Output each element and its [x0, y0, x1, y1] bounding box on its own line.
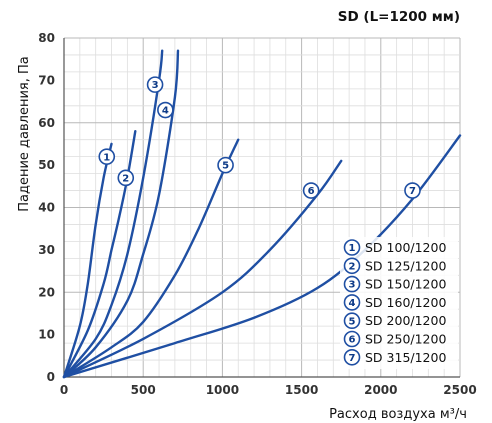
series-marker-3: 3	[146, 76, 164, 93]
legend-entry-label: SD 315/1200	[365, 350, 446, 365]
x-tick-label: 1000	[206, 383, 239, 397]
legend-marker: 7	[343, 348, 361, 366]
legend-entry-label: SD 100/1200	[365, 240, 446, 255]
y-tick-label: 20	[38, 285, 55, 299]
series-marker-circle	[217, 156, 234, 174]
series-marker-circle	[343, 257, 361, 275]
series-marker-label: 3	[349, 280, 356, 291]
y-tick-label: 50	[38, 158, 55, 172]
series-marker-1: 1	[98, 148, 116, 165]
y-tick-label: 70	[38, 73, 55, 87]
series-marker-circle	[343, 348, 361, 366]
legend-entry-label: SD 250/1200	[365, 332, 446, 347]
legend-marker: 5	[343, 312, 361, 330]
series-marker-circle	[343, 312, 361, 330]
series-marker-label: 5	[349, 316, 356, 327]
legend-entry-label: SD 160/1200	[365, 295, 446, 310]
series-marker-7: 7	[404, 182, 421, 199]
legend-marker: 4	[343, 294, 361, 311]
x-axis-label: Расход воздуха м³/ч	[329, 407, 467, 422]
series-marker-circle	[404, 182, 421, 199]
legend-marker: 2	[343, 257, 361, 275]
series-line-7	[62, 134, 462, 379]
y-axis-label: Падение давления, Па	[17, 56, 32, 212]
series-marker-circle	[146, 76, 164, 93]
series-marker-label: 3	[152, 80, 159, 91]
x-tick-label: 2000	[364, 383, 397, 397]
series-marker-label: 5	[222, 161, 229, 172]
series-marker-4: 4	[157, 101, 174, 119]
series-line-5	[62, 138, 240, 379]
series-marker-label: 4	[162, 106, 169, 117]
series-line-1	[62, 142, 113, 379]
series-markers: 1 2 3 4 5 6 7	[98, 76, 421, 199]
tick-labels: 0 500 1000 1500 2000 2500 0 10 20 30 40 50 60 70 80	[38, 31, 476, 397]
legend-marker: 3	[343, 275, 361, 293]
series-marker-circle	[157, 101, 174, 119]
y-tick-label: 80	[38, 31, 55, 45]
y-tick-label: 40	[38, 201, 55, 215]
series-marker-circle	[343, 294, 361, 311]
legend-entry-label: SD 150/1200	[365, 277, 446, 292]
series-marker-label: 7	[349, 353, 356, 364]
legend-marker: 1	[343, 239, 361, 256]
series-marker-label: 2	[349, 261, 356, 272]
series-marker-label: 6	[349, 335, 356, 346]
y-tick-label: 60	[38, 116, 55, 130]
series-marker-circle	[302, 182, 320, 199]
y-tick-label: 10	[38, 328, 55, 342]
series-marker-circle	[343, 330, 361, 348]
legend-entry-label: SD 125/1200	[365, 258, 446, 273]
series-marker-5: 5	[217, 156, 234, 174]
series-marker-label: 7	[409, 186, 416, 197]
legend: 1 SD 100/1200 2 SD 125/1200 3 SD 150/1200 4 SD …	[340, 237, 458, 370]
series-marker-circle	[343, 275, 361, 293]
legend-entry-label: SD 200/1200	[365, 313, 446, 328]
series-marker-2: 2	[117, 169, 135, 187]
series-line-4	[62, 49, 180, 379]
y-tick-label: 0	[47, 370, 55, 384]
series-marker-6: 6	[302, 182, 320, 199]
series-marker-label: 1	[103, 152, 110, 163]
x-tick-label: 500	[131, 383, 156, 397]
chart-title: SD (L=1200 мм)	[338, 9, 460, 25]
x-tick-label: 1500	[285, 383, 318, 397]
series-marker-label: 4	[349, 298, 356, 309]
series-marker-label: 1	[349, 243, 356, 254]
legend-marker: 6	[343, 330, 361, 348]
x-tick-label: 2500	[443, 383, 476, 397]
series-marker-label: 6	[308, 186, 315, 197]
series-marker-circle	[343, 239, 361, 256]
axes	[63, 38, 460, 378]
x-tick-label: 0	[60, 383, 68, 397]
series-marker-circle	[117, 169, 135, 187]
series-marker-label: 2	[122, 173, 129, 184]
y-tick-label: 30	[38, 243, 55, 257]
series-marker-circle	[98, 148, 116, 165]
